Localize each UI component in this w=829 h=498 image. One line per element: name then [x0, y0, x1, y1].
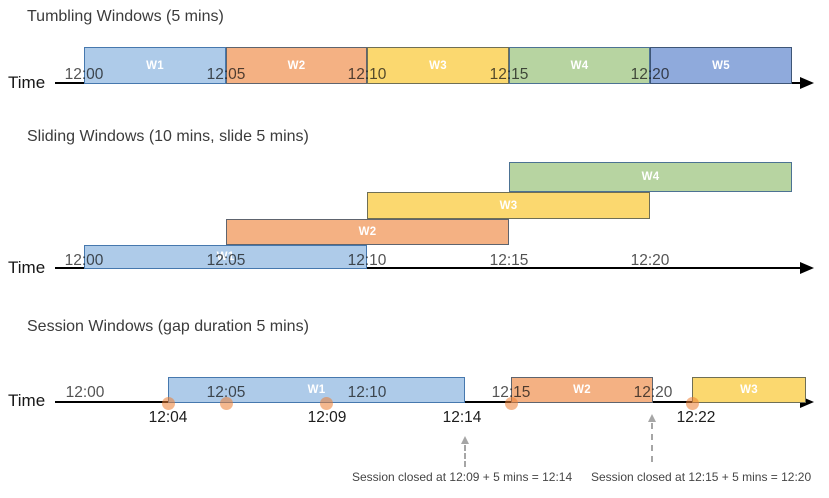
event-time-label: 12:04: [148, 409, 188, 426]
event-dot: [161, 396, 175, 410]
tumbling-window-box-w1: W1: [84, 47, 226, 84]
tick-label: 12:15: [489, 252, 529, 269]
window-label: W3: [429, 59, 447, 72]
window-label: W1: [307, 384, 326, 396]
sliding-window-box-w4: W4: [509, 162, 792, 192]
tumbling-timeline-arrowhead: [800, 77, 814, 89]
session-window-box-w3: W3: [692, 377, 806, 403]
tick-label: 12:05: [206, 252, 246, 269]
session-window-box-w1: W1: [168, 377, 465, 403]
sliding-window-box-w2: W2: [226, 219, 509, 245]
tumbling-section-title: Tumbling Windows (5 mins): [27, 8, 224, 25]
tick-label: 12:15: [489, 66, 529, 83]
window-label: W4: [641, 171, 660, 183]
session-closed-annotation: Session closed at 12:09 + 5 mins = 12:14: [352, 470, 573, 484]
window-label: W3: [740, 384, 758, 396]
window-label: W1: [216, 251, 235, 263]
session-window-box-w2: W2: [511, 377, 653, 403]
window-label: W1: [146, 59, 164, 72]
tick-label: 12:20: [630, 252, 670, 269]
sliding-timeline-axis: [55, 267, 800, 269]
tick-label: 12:10: [347, 384, 387, 401]
time-axis-label: Time: [8, 258, 46, 277]
event-dot: [685, 396, 699, 410]
sliding-window-box-w3: W3: [367, 192, 650, 219]
window-label: W2: [287, 59, 306, 72]
window-label: W4: [570, 59, 589, 72]
tick-label: 12:05: [206, 384, 246, 401]
sliding-timeline-arrowhead: [800, 262, 814, 274]
sliding-section-title: Sliding Windows (10 mins, slide 5 mins): [27, 128, 309, 145]
callout-dashed-line: [464, 445, 466, 467]
tick-label: 12:20: [633, 384, 673, 401]
event-dot: [504, 396, 518, 410]
callout-up-arrowhead: [460, 436, 469, 444]
event-time-label: 12:22: [676, 409, 716, 426]
tick-label: 12:20: [630, 66, 670, 83]
window-label: W2: [358, 226, 377, 238]
session-closed-annotation: Session closed at 12:15 + 5 mins = 12:20: [591, 470, 812, 484]
tick-label: 12:00: [65, 384, 105, 401]
event-dot: [219, 396, 233, 410]
callout-dashed-line: [651, 423, 653, 462]
tick-label: 12:05: [206, 66, 246, 83]
tumbling-window-box-w2: W2: [226, 47, 367, 84]
session-section-title: Session Windows (gap duration 5 mins): [27, 318, 309, 335]
tick-label: 12:15: [491, 384, 531, 401]
window-label: W2: [573, 384, 591, 396]
sliding-window-box-w1: W1: [84, 245, 367, 269]
tumbling-window-box-w5: W5: [650, 47, 792, 84]
event-time-label: 12:14: [442, 409, 482, 426]
event-time-label: 12:09: [307, 409, 347, 426]
time-axis-label: Time: [8, 73, 46, 92]
window-label: W3: [499, 199, 518, 212]
callout-up-arrowhead: [647, 414, 656, 422]
tick-label: 12:10: [347, 252, 387, 269]
event-dot: [319, 396, 333, 410]
tick-label: 12:00: [64, 252, 104, 269]
time-axis-label: Time: [8, 391, 46, 410]
tick-label: 12:00: [64, 66, 104, 83]
tumbling-window-box-w3: W3: [367, 47, 509, 84]
tumbling-window-box-w4: W4: [509, 47, 650, 84]
window-label: W5: [712, 59, 730, 72]
tick-label: 12:10: [347, 66, 387, 83]
